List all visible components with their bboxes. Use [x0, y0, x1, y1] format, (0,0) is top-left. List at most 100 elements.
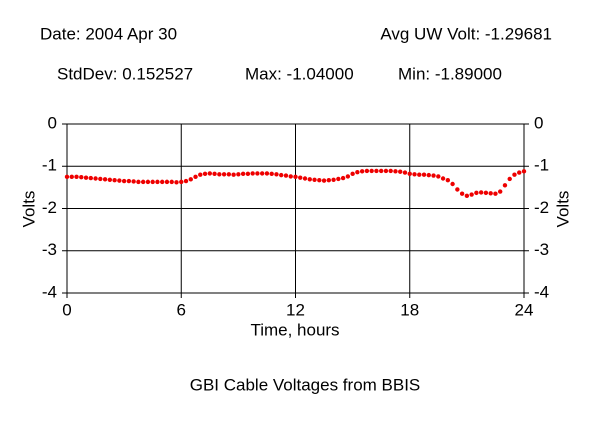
- data-point: [436, 174, 441, 179]
- y-tick-label: -2: [42, 198, 57, 217]
- data-point: [369, 168, 374, 174]
- data-point: [283, 173, 289, 178]
- data-point: [288, 174, 293, 179]
- data-point: [169, 179, 174, 185]
- data-point: [355, 169, 360, 175]
- data-point: [255, 171, 260, 176]
- data-point: [155, 179, 160, 185]
- data-point: [426, 172, 431, 178]
- annotation: Min: -1.89000: [398, 64, 502, 83]
- data-point: [140, 179, 146, 185]
- y-axis-label: Volts: [19, 191, 38, 228]
- annotation: Max: -1.04000: [245, 64, 354, 83]
- data-point: [326, 177, 332, 183]
- data-point: [469, 192, 474, 197]
- data-point: [483, 190, 489, 196]
- data-point: [64, 174, 70, 180]
- data-point: [88, 175, 94, 181]
- y2-tick-label: -3: [534, 240, 549, 259]
- data-point: [302, 176, 308, 181]
- annotation: Avg UW Volt: -1.29681: [380, 24, 552, 43]
- chart-title: GBI Cable Voltages from BBIS: [190, 375, 421, 394]
- data-point: [340, 175, 346, 181]
- y2-tick-label: 0: [534, 113, 543, 132]
- data-point: [212, 171, 217, 177]
- data-point: [502, 183, 508, 188]
- data-point: [259, 171, 265, 176]
- data-point: [321, 178, 327, 183]
- data-point: [126, 178, 132, 184]
- data-point: [493, 191, 498, 196]
- data-point: [79, 175, 84, 180]
- data-point: [393, 169, 398, 174]
- data-point: [240, 171, 246, 177]
- data-point: [269, 171, 274, 177]
- data-point: [464, 193, 470, 199]
- x-tick-label: 24: [515, 300, 534, 319]
- data-point: [497, 189, 503, 194]
- y2-tick-label: -2: [534, 198, 549, 217]
- data-point: [131, 179, 136, 184]
- data-point: [188, 177, 193, 182]
- annotation: StdDev: 0.152527: [57, 64, 193, 83]
- data-point: [264, 171, 270, 176]
- x-axis-label: Time, hours: [250, 320, 339, 339]
- data-point: [179, 179, 184, 185]
- x-tick-label: 18: [400, 300, 419, 319]
- data-point: [488, 191, 493, 196]
- data-point: [217, 172, 222, 177]
- data-point: [388, 168, 393, 174]
- data-point: [517, 170, 522, 175]
- data-point: [136, 179, 141, 185]
- data-point: [421, 172, 427, 177]
- data-point: [293, 174, 298, 180]
- data-point: [336, 176, 341, 182]
- data-point: [279, 172, 284, 178]
- data-point: [398, 169, 403, 174]
- annotation: Date: 2004 Apr 30: [40, 24, 177, 43]
- data-point: [193, 174, 198, 180]
- data-point: [317, 177, 322, 183]
- data-point: [359, 169, 365, 174]
- x-tick-label: 6: [177, 300, 186, 319]
- data-point: [183, 178, 189, 184]
- data-point: [431, 173, 436, 178]
- data-point: [507, 176, 512, 182]
- data-point: [69, 174, 74, 180]
- data-point: [298, 175, 303, 180]
- data-point: [350, 171, 355, 177]
- data-point: [74, 174, 79, 180]
- data-point: [164, 179, 170, 185]
- y-tick-label: -3: [42, 240, 57, 259]
- x-tick-label: 12: [286, 300, 305, 319]
- data-point: [417, 172, 422, 177]
- data-point: [236, 172, 241, 177]
- data-point: [364, 168, 370, 174]
- data-point: [93, 176, 98, 181]
- data-point: [112, 177, 117, 183]
- data-point: [383, 168, 389, 174]
- data-point: [445, 177, 451, 183]
- data-point: [117, 178, 122, 183]
- data-point: [412, 172, 417, 177]
- data-point: [102, 177, 108, 182]
- data-point: [98, 176, 103, 182]
- data-point: [455, 187, 460, 192]
- data-point: [202, 171, 208, 177]
- y-tick-label: 0: [48, 113, 57, 132]
- y2-tick-label: -4: [534, 282, 549, 301]
- data-point: [474, 190, 479, 196]
- data-point: [478, 190, 484, 195]
- data-point: [274, 172, 279, 177]
- data-point: [145, 179, 151, 185]
- data-point: [378, 168, 384, 174]
- data-point: [312, 177, 317, 182]
- data-point: [160, 179, 165, 185]
- data-point: [174, 180, 179, 185]
- y-tick-label: -4: [42, 282, 57, 301]
- data-point: [150, 179, 155, 185]
- data-point: [207, 171, 213, 176]
- data-point: [221, 172, 227, 177]
- data-point: [512, 172, 517, 177]
